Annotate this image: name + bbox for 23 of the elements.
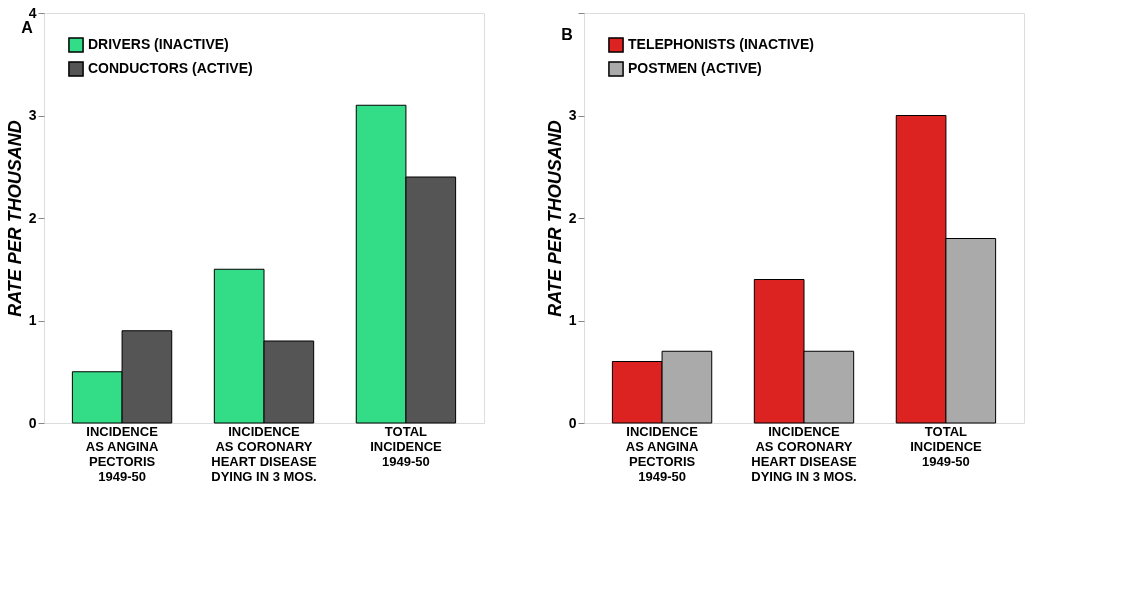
y-axis-title: RATE PER THOUSAND — [4, 120, 25, 317]
x-tick-label: TOTAL INCIDENCE 1949-50 — [910, 423, 983, 469]
y-tick-label: 2 — [568, 209, 577, 226]
y-tick-label: 3 — [568, 107, 577, 123]
x-tick-label: INCIDENCE AS ANGINA PECTORIS 1949-50 — [85, 423, 159, 484]
chart-title: A — [21, 19, 34, 36]
y-tick-label: 1 — [28, 312, 37, 328]
y-axis-title: RATE PER THOUSAND — [544, 120, 565, 317]
y-tick-label: 3 — [28, 107, 37, 123]
legend-label: POSTMEN (ACTIVE) — [628, 60, 762, 76]
y-tick-label: 0 — [568, 414, 577, 431]
legend-label: TELEPHONISTS (INACTIVE) — [628, 36, 814, 52]
x-tick-label: INCIDENCE AS ANGINA PECTORIS 1949-50 — [625, 423, 699, 484]
y-tick-label: 1 — [568, 312, 577, 328]
x-tick-label: TOTAL INCIDENCE 1949-50 — [370, 423, 443, 469]
x-tick-label: INCIDENCE AS CORONARY HEART DISEASE DYING IN 3 MOS. — [211, 423, 318, 484]
text: B — [561, 25, 573, 43]
x-tick-label: INCIDENCE AS CORONARY HEART DISEASE DYING IN 3 MOS. — [751, 423, 858, 484]
y-tick-label: 0 — [28, 414, 37, 431]
legend-label: CONDUCTORS (ACTIVE) — [88, 60, 253, 76]
y-tick-label: 2 — [28, 209, 37, 226]
y-tick-label: 4 — [28, 4, 37, 21]
legend-label: DRIVERS (INACTIVE) — [88, 36, 229, 52]
